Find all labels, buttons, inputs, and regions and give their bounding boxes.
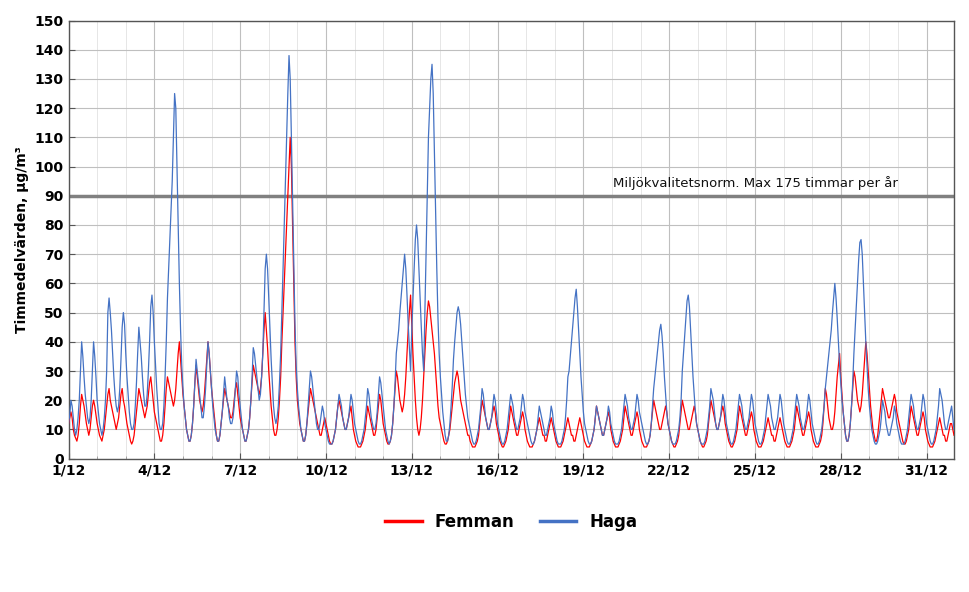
Legend: Femman, Haga: Femman, Haga (378, 507, 644, 538)
Text: Miljökvalitetsnorm. Max 175 timmar per år: Miljökvalitetsnorm. Max 175 timmar per å… (613, 176, 898, 190)
Y-axis label: Timmedelvärden, μg/m³: Timmedelvärden, μg/m³ (15, 146, 29, 333)
